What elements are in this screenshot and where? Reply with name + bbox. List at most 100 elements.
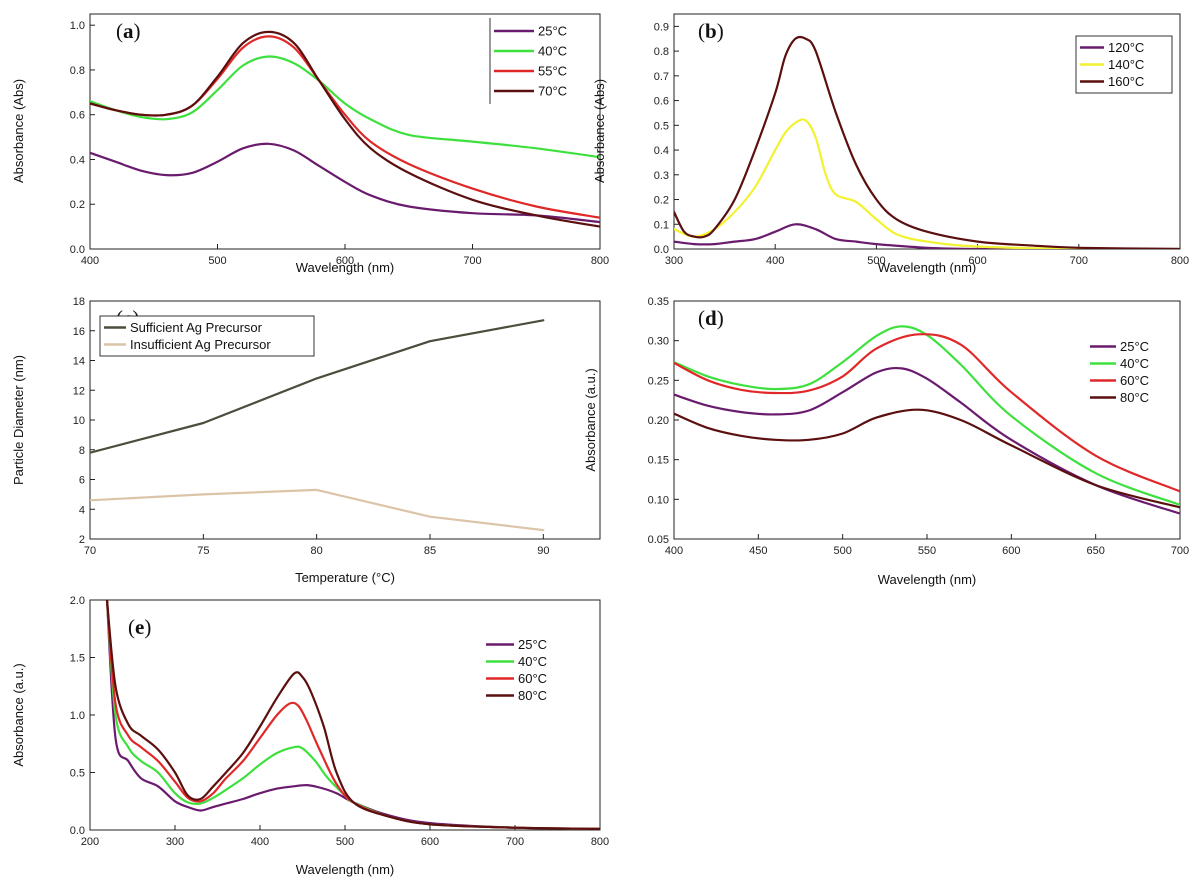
legend-b: 120°C 140°C 160°C xyxy=(1075,35,1173,94)
legend-d: 25°C 40°C 60°C 80°C xyxy=(1090,339,1149,405)
y-tick-label-d: 0.25 xyxy=(648,375,669,387)
y-tick-label-e: 0.5 xyxy=(70,768,85,780)
series-a xyxy=(90,30,600,228)
legend-label-c-0: Sufficient Ag Precursor xyxy=(130,320,263,335)
x-tick-label-b: 800 xyxy=(1171,255,1189,267)
series-line-d-1 xyxy=(674,325,1180,506)
y-tick-label-d: 0.10 xyxy=(648,494,669,506)
series-line-b-2 xyxy=(674,35,1180,249)
y-tick-label-b: 0.9 xyxy=(654,21,669,33)
y-tick-label-b: 0.7 xyxy=(654,71,669,83)
series-b xyxy=(674,35,1180,249)
ticks-b: 300 400 500 600 700 800 0.0 0.1 0.2 0.3 0.4 0.5 0.6 0… xyxy=(654,21,1189,267)
y-tick-label-b: 0.5 xyxy=(654,120,669,132)
x-axis-label-a: Wavelength (nm) xyxy=(296,260,395,275)
legend-label-d-3: 80°C xyxy=(1120,390,1149,405)
x-tick-label-b: 700 xyxy=(1070,255,1088,267)
legend-label-d-1: 40°C xyxy=(1120,356,1149,371)
y-tick-label-e: 0.0 xyxy=(70,825,85,837)
legend-label-a-3: 70°C xyxy=(538,84,567,99)
y-tick-label-a: 0.2 xyxy=(70,199,85,211)
y-tick-label-d: 0.05 xyxy=(648,534,669,546)
y-tick-label-a: 0.0 xyxy=(70,244,85,256)
series-d xyxy=(674,325,1180,515)
legend-label-d-0: 25°C xyxy=(1120,339,1149,354)
series-e xyxy=(105,600,600,830)
y-axis-label-c: Particle Diameter (nm) xyxy=(11,355,26,485)
x-tick-label-d: 600 xyxy=(1002,545,1020,557)
x-tick-label-a: 400 xyxy=(81,255,99,267)
series-line-d-2 xyxy=(674,333,1180,493)
y-tick-label-b: 0.6 xyxy=(654,96,669,108)
ticks-a: 400 500 600 700 800 0.0 0.2 0.4 0.6 0.8 1.0 xyxy=(70,20,609,267)
x-tick-label-e: 300 xyxy=(166,836,184,848)
series-line-a-2 xyxy=(90,35,600,219)
y-tick-label-d: 0.20 xyxy=(648,415,669,427)
ticks-e: 200 300 400 500 600 700 800 0.0 0.5 1.0 1.5 2.0 xyxy=(70,595,609,848)
x-tick-label-a: 600 xyxy=(336,255,354,267)
series-line-e-2 xyxy=(105,600,600,830)
y-tick-label-c: 18 xyxy=(73,296,85,308)
x-tick-label-d: 500 xyxy=(833,545,851,557)
legend-label-e-2: 60°C xyxy=(518,671,547,686)
ticks-d: 400 450 500 550 600 650 700 0.05 0.10 0.15 0.20 0.2… xyxy=(648,296,1190,557)
y-tick-label-b: 0.2 xyxy=(654,195,669,207)
series-line-e-1 xyxy=(105,600,600,830)
panel-a: 400 500 600 700 800 0.0 0.2 0.4 0.6 0.8 1.0 (a) Wa… xyxy=(11,13,609,275)
x-tick-label-d: 400 xyxy=(665,545,683,557)
y-axis-label-e: Absorbance (a.u.) xyxy=(11,663,26,766)
x-tick-label-d: 550 xyxy=(918,545,936,557)
y-tick-label-e: 2.0 xyxy=(70,595,85,607)
legend-label-a-2: 55°C xyxy=(538,64,567,79)
series-line-c-0 xyxy=(90,319,545,454)
legend-label-d-2: 60°C xyxy=(1120,373,1149,388)
x-axis-label-b: Wavelength (nm) xyxy=(878,260,977,275)
legend-e: 25°C 40°C 60°C 80°C xyxy=(486,637,547,703)
x-tick-label-e: 700 xyxy=(506,836,524,848)
y-tick-label-b: 0.8 xyxy=(654,46,669,58)
x-tick-label-d: 700 xyxy=(1171,545,1189,557)
x-tick-label-c: 75 xyxy=(197,545,209,557)
y-tick-label-c: 2 xyxy=(79,534,85,546)
y-tick-label-d: 0.15 xyxy=(648,455,669,467)
y-tick-label-a: 0.8 xyxy=(70,65,85,77)
x-tick-label-d: 650 xyxy=(1086,545,1104,557)
y-tick-label-c: 6 xyxy=(79,475,85,487)
x-axis-label-c: Temperature (°C) xyxy=(295,570,395,585)
x-tick-label-a: 700 xyxy=(463,255,481,267)
x-tick-label-c: 90 xyxy=(537,545,549,557)
legend-label-e-1: 40°C xyxy=(518,654,547,669)
panel-tag-d: (d) xyxy=(698,306,724,330)
x-tick-label-e: 200 xyxy=(81,836,99,848)
series-line-a-0 xyxy=(90,142,600,224)
x-tick-label-c: 85 xyxy=(424,545,436,557)
x-tick-label-b: 600 xyxy=(968,255,986,267)
y-axis-label-b: Absorbance (Abs) xyxy=(592,79,607,183)
x-tick-label-c: 80 xyxy=(311,545,323,557)
x-tick-label-b: 400 xyxy=(766,255,784,267)
y-tick-label-d: 0.35 xyxy=(648,296,669,308)
x-tick-label-b: 300 xyxy=(665,255,683,267)
x-tick-label-a: 800 xyxy=(591,255,609,267)
x-tick-label-b: 500 xyxy=(867,255,885,267)
legend-label-a-1: 40°C xyxy=(538,44,567,59)
ticks-c: 70 75 80 85 90 2 4 6 8 10 12 14 16 18 xyxy=(73,296,550,557)
x-tick-label-d: 450 xyxy=(749,545,767,557)
legend-c: Sufficient Ag Precursor Insufficient Ag P… xyxy=(99,315,315,357)
panel-tag-e: (e) xyxy=(128,615,151,639)
y-tick-label-a: 0.4 xyxy=(70,154,85,166)
panel-e: 200 300 400 500 600 700 800 0.0 0.5 1.0 1.5 2.0 (e)… xyxy=(11,595,609,877)
y-axis-label-d: Absorbance (a.u.) xyxy=(583,368,598,471)
y-tick-label-d: 0.30 xyxy=(648,336,669,348)
legend-label-b-0: 120°C xyxy=(1108,40,1144,55)
y-tick-label-c: 16 xyxy=(73,326,85,338)
plot-frame-b xyxy=(673,13,1181,250)
legend-label-a-0: 25°C xyxy=(538,24,567,39)
y-tick-label-a: 0.6 xyxy=(70,110,85,122)
legend-label-c-1: Insufficient Ag Precursor xyxy=(130,337,271,352)
y-tick-label-e: 1.0 xyxy=(70,710,85,722)
y-tick-label-a: 1.0 xyxy=(70,20,85,32)
y-tick-label-e: 1.5 xyxy=(70,653,85,665)
